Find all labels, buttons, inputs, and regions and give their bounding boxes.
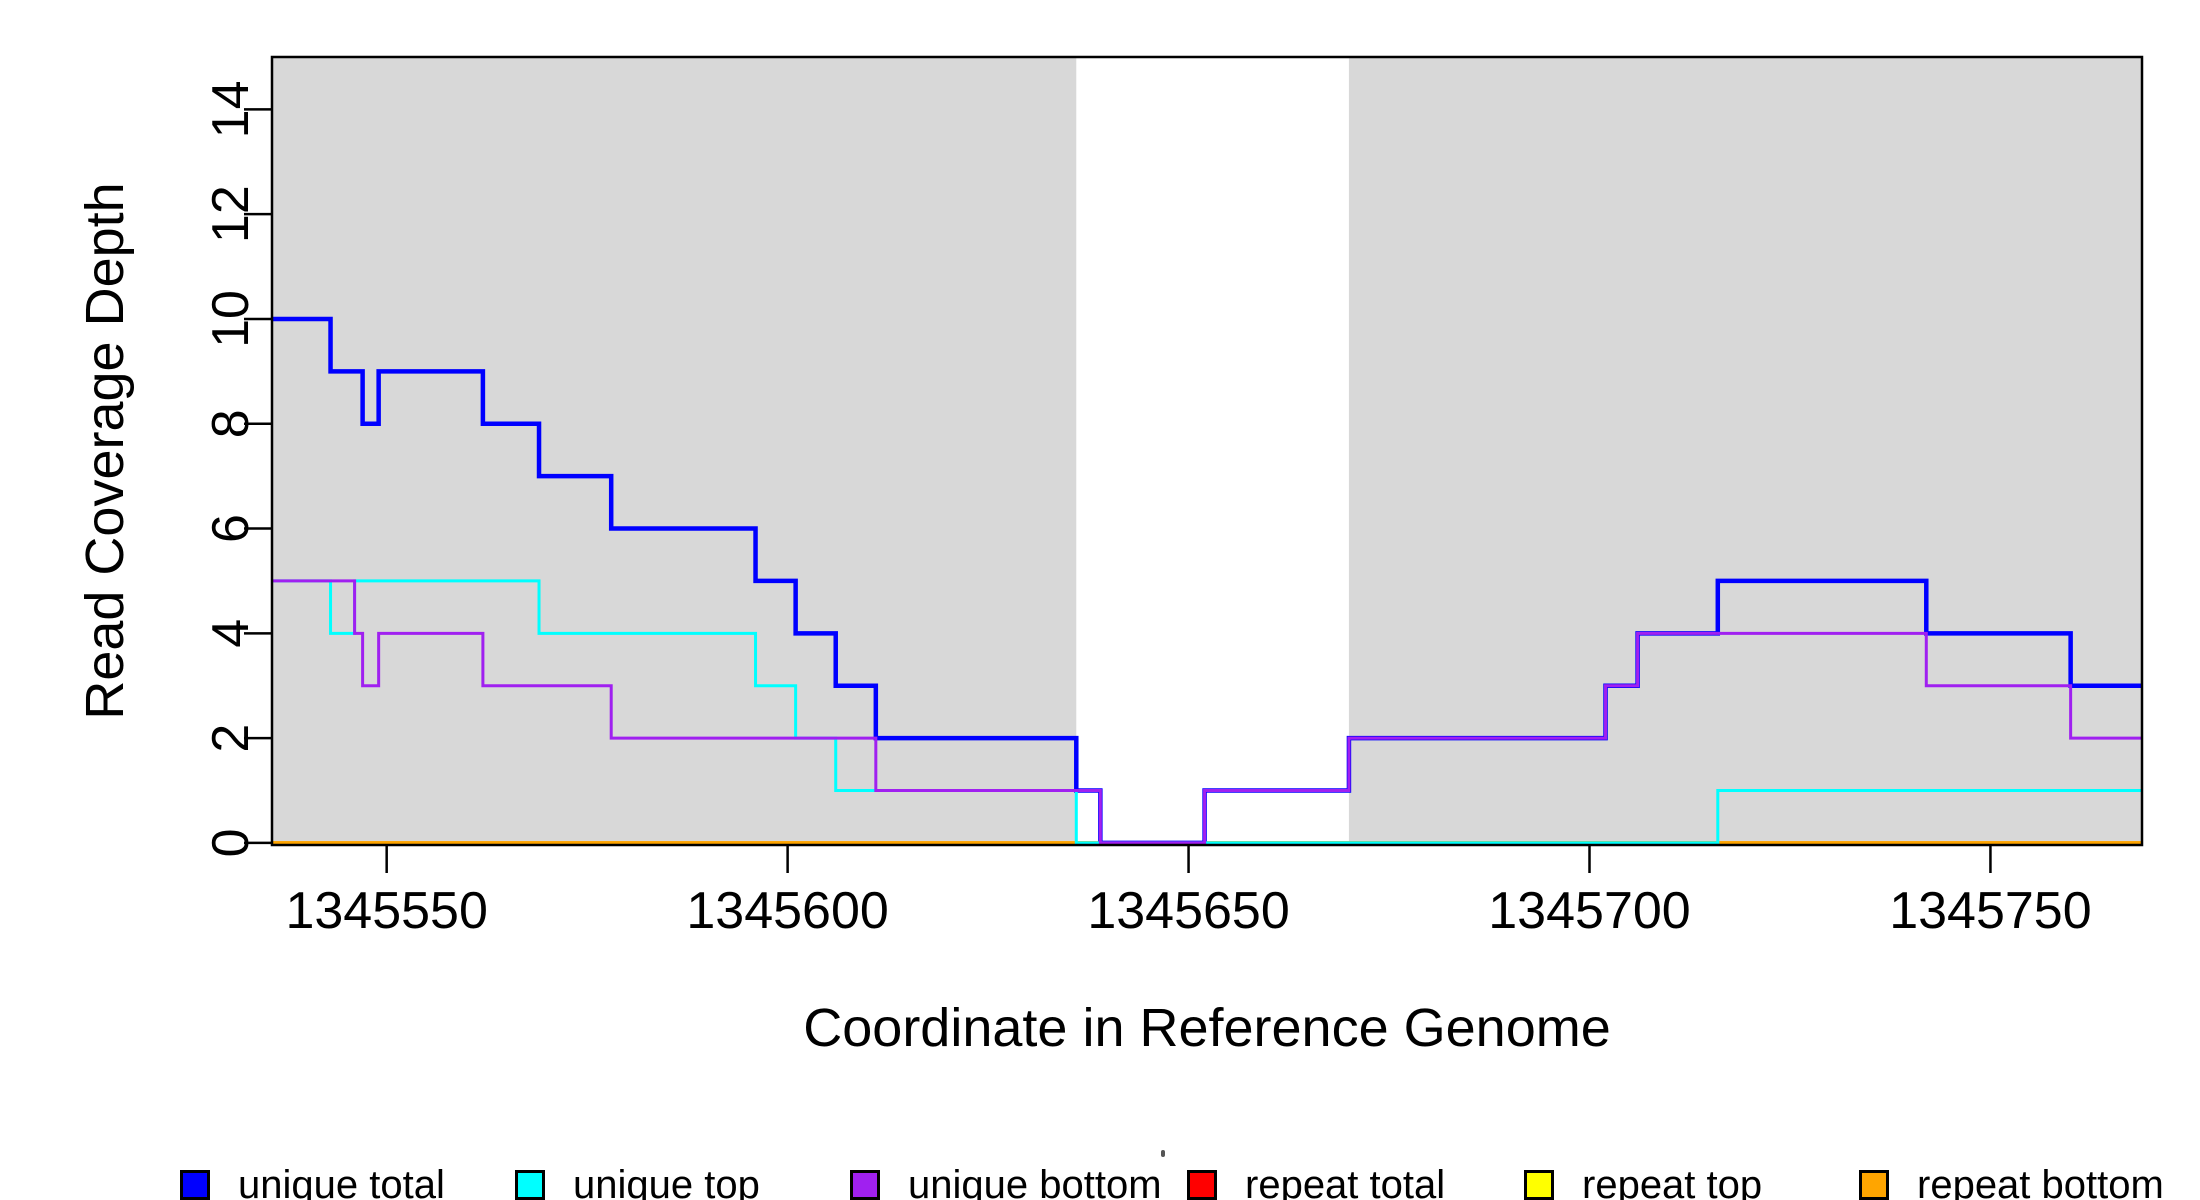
series-lines [272, 316, 2142, 846]
y-tick-label: 14 [202, 80, 260, 138]
y-tick-label: 8 [202, 409, 260, 438]
x-axis: 1345550 1345600 1345650 1345700 1345750 [285, 845, 2092, 940]
y-axis-title: Read Coverage Depth [75, 182, 135, 720]
y-tick-label: 4 [202, 619, 260, 648]
covered-region-right [1348, 57, 2142, 845]
x-tick-label: 1345650 [1087, 882, 1289, 940]
y-tick-label: 10 [202, 290, 260, 348]
x-tick-label: 1345700 [1488, 882, 1690, 940]
y-tick-label: 6 [202, 514, 260, 543]
y-tick-label: 0 [202, 828, 260, 857]
y-tick-label: 2 [202, 724, 260, 753]
x-tick-label: 1345600 [686, 882, 888, 940]
stray-mark [1161, 1150, 1165, 1157]
y-axis: 0 2 4 6 8 10 12 14 [202, 80, 272, 857]
x-tick-label: 1345750 [1889, 882, 2091, 940]
series-line-unique-bottom [272, 579, 2142, 845]
x-axis-title: Coordinate in Reference Genome [803, 998, 1611, 1058]
plot-border [270, 55, 2144, 847]
covered-region-left [272, 57, 1077, 845]
y-tick-label: 12 [202, 185, 260, 243]
x-tick-label: 1345550 [285, 882, 487, 940]
